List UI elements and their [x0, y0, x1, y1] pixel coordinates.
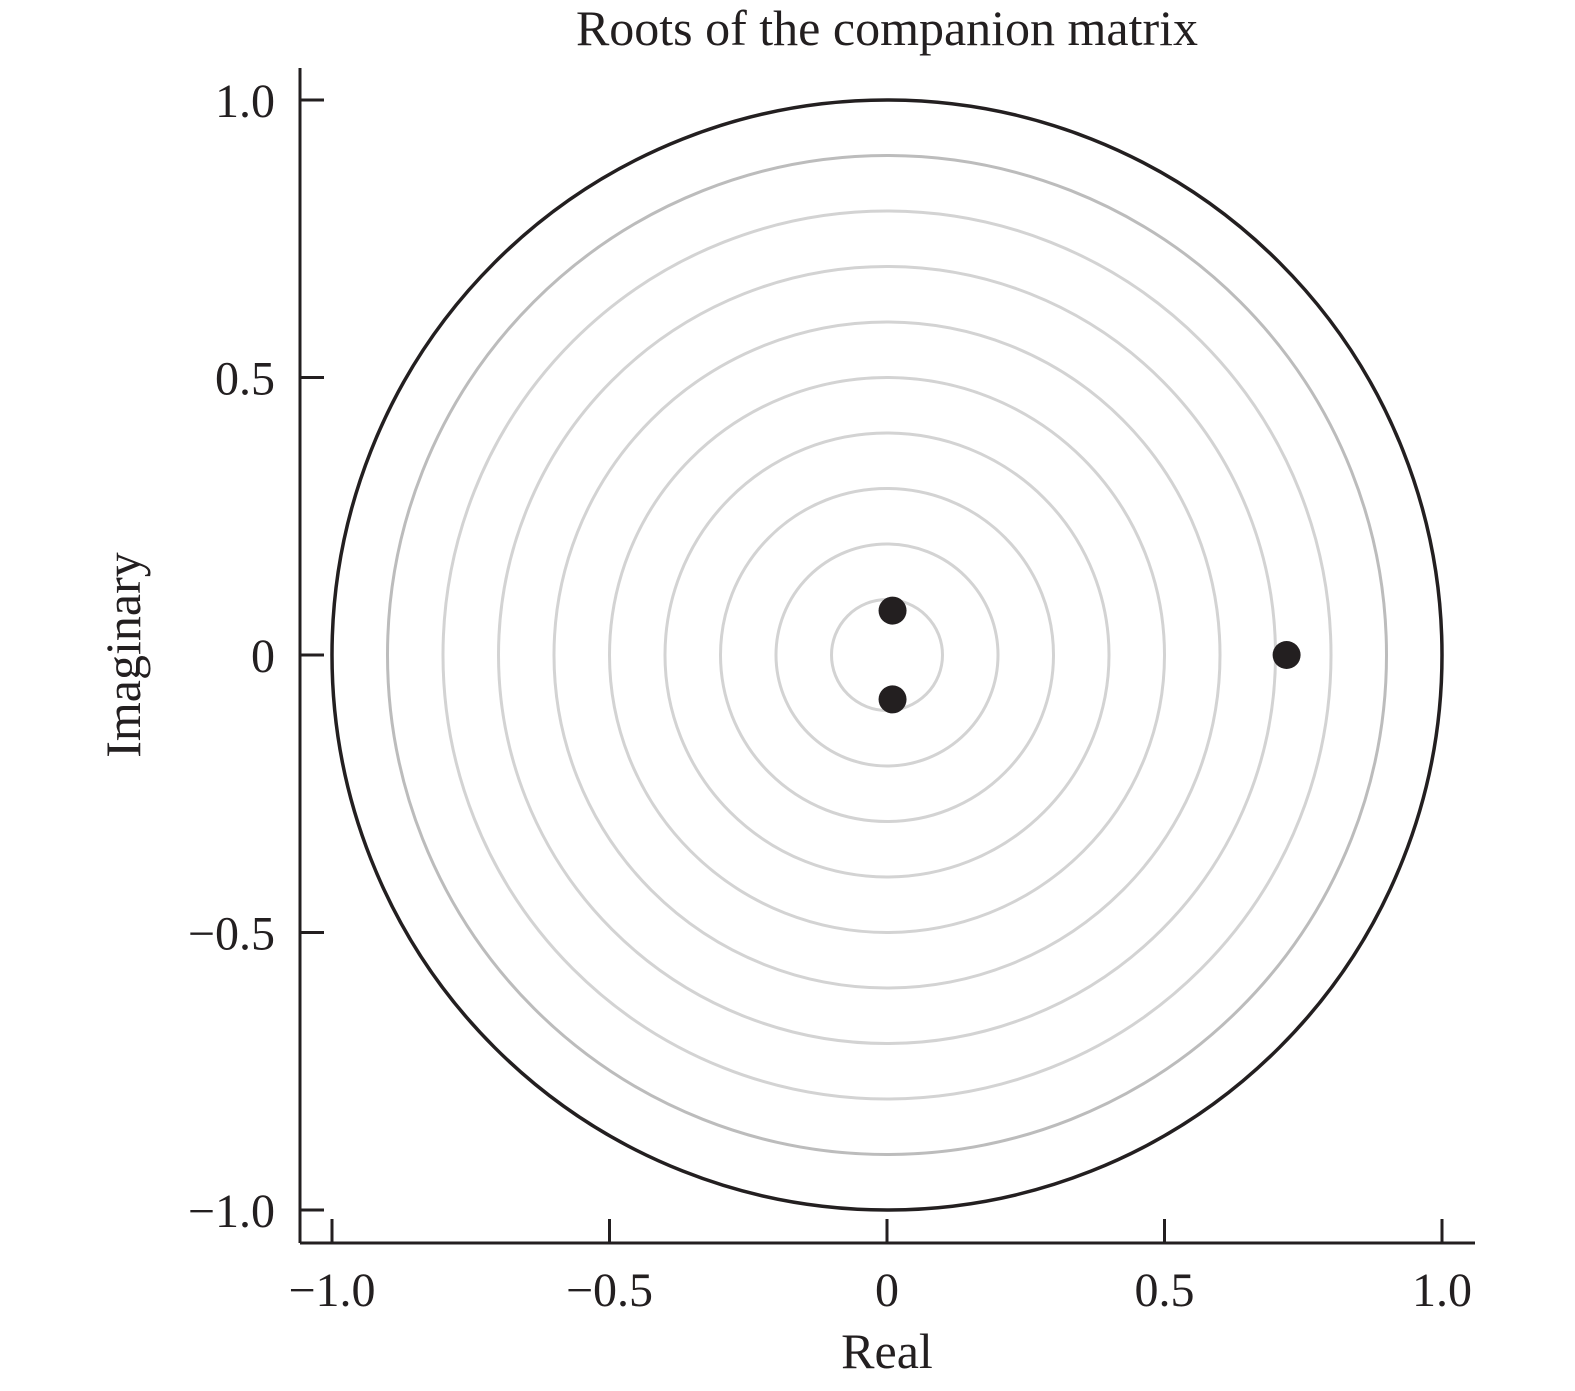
root-points	[878, 596, 1301, 714]
unit-circle	[330, 98, 1444, 1212]
reference-circle	[663, 431, 1111, 879]
y-tick-label: 0	[251, 630, 275, 683]
x-tick-label: −0.5	[566, 1264, 653, 1317]
reference-circle	[774, 542, 1000, 768]
root-point	[878, 685, 907, 714]
y-tick-label: 0.5	[215, 353, 275, 406]
x-tick-label: 0	[875, 1264, 899, 1317]
root-point	[878, 596, 907, 625]
chart-title: Roots of the companion matrix	[576, 0, 1198, 56]
x-tick-label: −1.0	[288, 1264, 375, 1317]
y-tick-label: 1.0	[215, 75, 275, 128]
reference-circle	[719, 487, 1055, 823]
reference-circle	[497, 265, 1277, 1045]
x-axis-label: Real	[841, 1323, 933, 1379]
reference-circle	[386, 154, 1388, 1156]
reference-circles	[386, 154, 1388, 1156]
y-axis-label: Imaginary	[95, 552, 151, 757]
reference-circle	[441, 209, 1333, 1101]
x-tick-label: 0.5	[1135, 1264, 1195, 1317]
x-axis-ticks: −1.0 −0.5 0 0.5 1.0	[288, 1219, 1472, 1317]
y-tick-label: −1.0	[188, 1185, 275, 1238]
reference-circle	[552, 320, 1222, 990]
reference-circle	[608, 376, 1166, 934]
y-tick-label: −0.5	[188, 908, 275, 961]
x-tick-label: 1.0	[1412, 1264, 1472, 1317]
root-point	[1272, 641, 1301, 669]
axes: −1.0 −0.5 0 0.5 1.0 −1.0 −0.5 0 0.5 1.0	[188, 68, 1475, 1317]
y-axis-ticks: −1.0 −0.5 0 0.5 1.0	[188, 75, 324, 1238]
